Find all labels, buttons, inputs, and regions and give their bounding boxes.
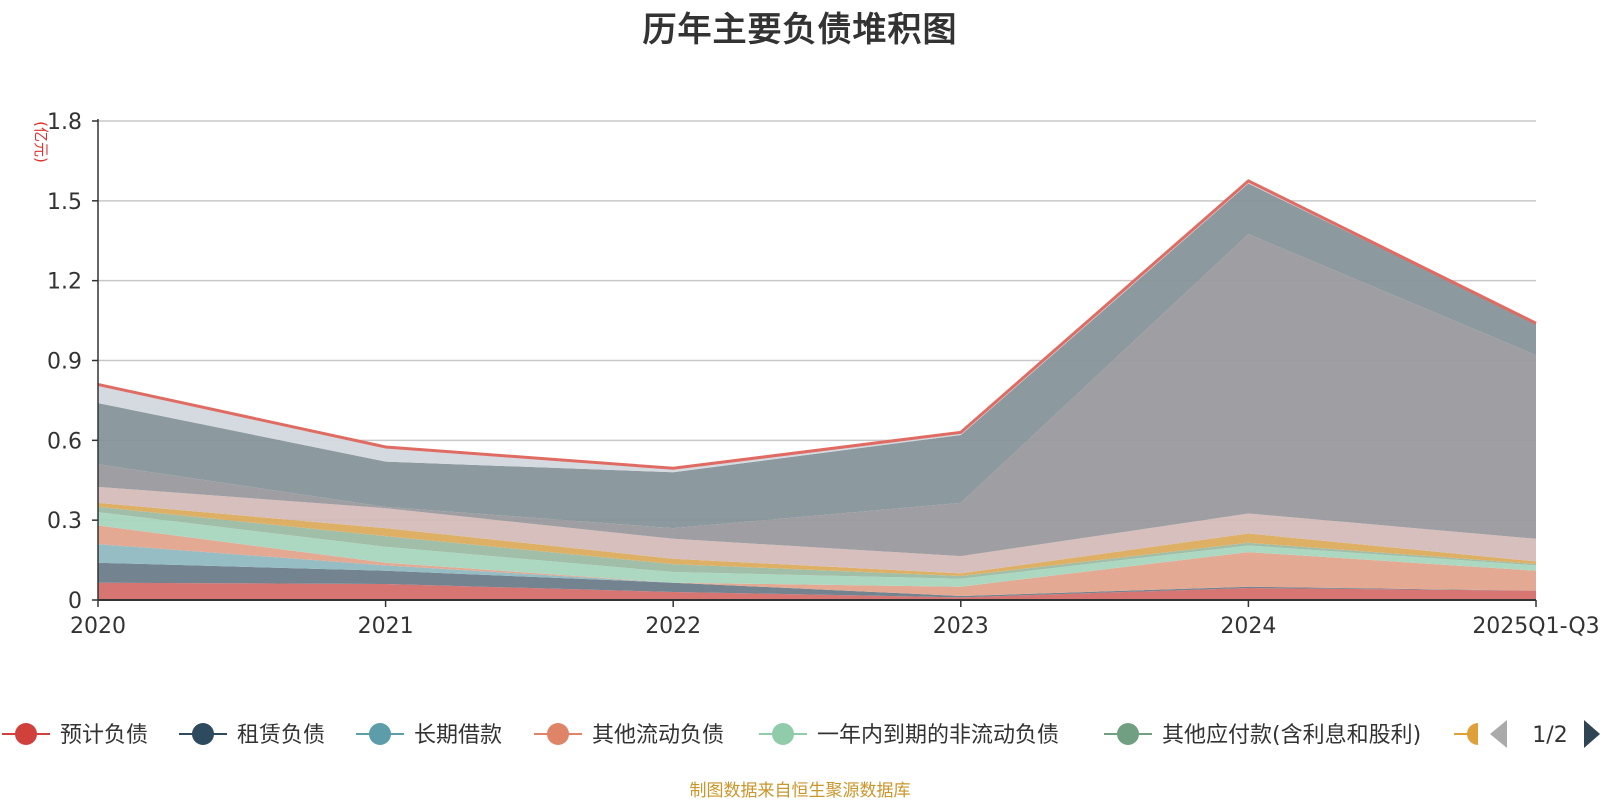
legend-item[interactable]: 一年内到期的非流动负债	[759, 723, 1059, 748]
legend-prev-arrow-icon[interactable]	[1490, 720, 1507, 748]
legend-label: 长期借款	[414, 723, 502, 748]
legend: 预计负债 租赁负债 长期借款 其他流动负债 一年内到期的非流动负债 其他应付款(含利息和股…	[2, 720, 1600, 748]
legend-page-indicator: 1/2	[1532, 723, 1567, 748]
area-series	[97, 179, 1537, 600]
legend-marker	[772, 723, 794, 745]
legend-label: 租赁负债	[237, 723, 325, 748]
y-tick-label: 0	[68, 589, 82, 614]
legend-next-arrow-icon[interactable]	[1584, 720, 1600, 748]
legend-marker	[369, 723, 391, 745]
y-tick-label: 0.9	[47, 350, 82, 375]
axes: 2020 2021 2022 2023 2024 2025Q1-Q3	[70, 119, 1600, 639]
y-tick-label: 1.8	[47, 110, 82, 135]
area-应付职工薪酬	[98, 502, 1536, 577]
x-tick-label: 2022	[645, 614, 701, 639]
y-tick-label: 0.6	[47, 429, 82, 454]
chart-title: 历年主要负债堆积图	[642, 10, 958, 50]
line-负债合计	[97, 179, 1537, 470]
area-其他流动负债	[98, 525, 1536, 597]
area-长期借款	[98, 544, 1536, 597]
legend-item[interactable]: 其他流动负债	[534, 723, 724, 748]
legend-label: 其他流动负债	[592, 723, 724, 748]
area-预计负债	[98, 582, 1536, 600]
legend-label: 一年内到期的非流动负债	[817, 723, 1059, 748]
legend-items: 预计负债 租赁负债 长期借款 其他流动负债 一年内到期的非流动负债 其他应付款(含利息和股…	[2, 723, 1600, 748]
legend-label: 其他应付款(含利息和股利)	[1162, 723, 1421, 748]
x-tick-label: 2020	[70, 614, 126, 639]
x-tick-label: 2021	[358, 614, 414, 639]
x-tick-label: 2023	[933, 614, 989, 639]
source-note: 制图数据来自恒生聚源数据库	[689, 781, 911, 801]
legend-marker	[547, 723, 569, 745]
area-一年内到期的非流动负债	[98, 512, 1536, 587]
x-tick-label: 2024	[1220, 614, 1276, 639]
legend-item[interactable]: 应付职工薪酬	[1454, 723, 1600, 748]
legend-marker	[192, 723, 214, 745]
legend-marker	[15, 723, 37, 745]
legend-marker	[1467, 723, 1478, 745]
y-tick-label: 1.5	[47, 190, 82, 215]
legend-label: 预计负债	[60, 723, 148, 748]
legend-item[interactable]: 长期借款	[356, 723, 502, 748]
x-tick-label: 2025Q1-Q3	[1472, 614, 1599, 639]
legend-item[interactable]: 其他应付款(含利息和股利)	[1104, 723, 1421, 748]
y-tick-label: 1.2	[47, 270, 82, 295]
area-合同负债	[98, 183, 1536, 529]
area-应交税费	[98, 486, 1536, 574]
y-tick-label: 0.3	[47, 509, 82, 534]
area-应付账款	[98, 234, 1536, 557]
area-租赁负债	[98, 562, 1536, 598]
legend-item[interactable]: 租赁负债	[179, 723, 325, 748]
legend-marker	[1117, 723, 1139, 745]
y-axis-unit-label: (亿元)	[32, 121, 50, 163]
legend-item[interactable]: 预计负债	[2, 723, 148, 748]
